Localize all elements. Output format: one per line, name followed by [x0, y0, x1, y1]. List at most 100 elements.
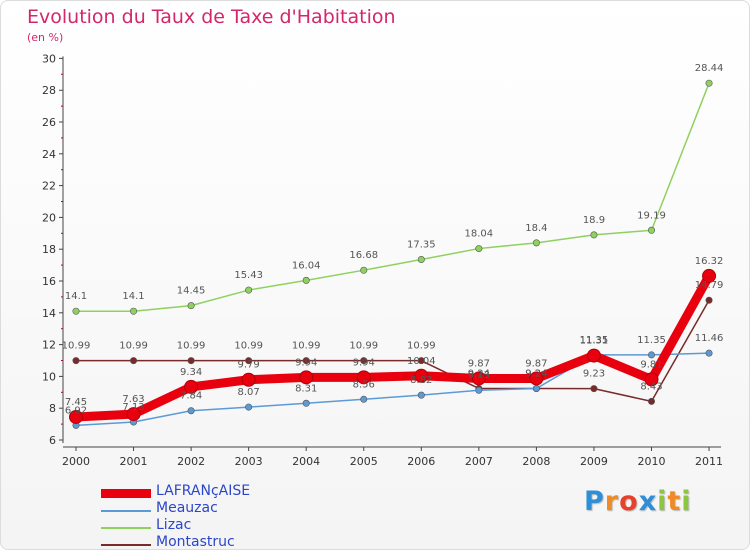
logo-letter: P: [584, 486, 605, 517]
legend-swatch: [101, 489, 151, 498]
x-tick-label: 2010: [638, 455, 666, 468]
data-point: [130, 307, 138, 315]
data-point: [241, 372, 256, 387]
x-tick-label: 2007: [465, 455, 493, 468]
data-point: [126, 407, 141, 422]
data-label: 10.99: [177, 341, 206, 352]
data-point: [299, 370, 314, 385]
y-tick-label: 10: [42, 370, 56, 383]
x-tick-label: 2011: [695, 455, 723, 468]
proxiti-logo: Proxiti: [584, 486, 692, 517]
data-label: 10.99: [234, 341, 263, 352]
data-label: 7.84: [180, 391, 202, 402]
data-label: 10.99: [119, 341, 148, 352]
data-point: [360, 395, 368, 403]
legend-label: Lizac: [156, 517, 192, 533]
data-point: [705, 349, 713, 357]
series-line-lafrançaise: [71, 271, 714, 422]
series-line-lizac: [75, 82, 710, 312]
y-tick-label: 8: [49, 402, 56, 415]
data-label: 18.9: [583, 215, 605, 226]
data-point: [302, 399, 310, 407]
y-tick-label: 16: [42, 275, 56, 288]
data-point: [130, 357, 138, 365]
data-label: 7.13: [122, 402, 144, 413]
logo-letter: o: [619, 486, 639, 517]
legend-label: Montastruc: [156, 534, 235, 550]
data-label: 16.04: [292, 260, 321, 271]
data-point: [187, 302, 195, 310]
data-point: [245, 357, 253, 365]
data-point: [245, 403, 253, 411]
data-label: 10.04: [407, 356, 436, 367]
data-point: [644, 372, 659, 387]
data-label: 9.81: [640, 359, 662, 370]
data-label: 28.44: [695, 63, 724, 74]
data-label: 10.99: [292, 341, 321, 352]
data-label: 10.99: [62, 341, 91, 352]
logo-letter: i: [657, 486, 668, 517]
x-tick-label: 2006: [407, 455, 435, 468]
logo-letter: i: [681, 486, 692, 517]
data-label: 9.87: [468, 358, 490, 369]
data-label: 14.1: [65, 291, 87, 302]
y-tick-label: 14: [42, 307, 56, 320]
data-point: [184, 379, 199, 394]
legend-swatch: [101, 544, 151, 546]
data-point: [187, 357, 195, 365]
data-point: [245, 286, 253, 294]
data-point: [417, 391, 425, 399]
data-label: 8.43: [640, 381, 662, 392]
data-point: [647, 226, 655, 234]
data-label: 14.1: [122, 291, 144, 302]
data-label: 8.07: [238, 387, 260, 398]
x-tick-label: 2002: [177, 455, 205, 468]
data-label: 14.79: [695, 280, 724, 291]
y-tick-label: 24: [42, 148, 56, 161]
data-label: 15.43: [234, 270, 263, 281]
data-label: 18.04: [465, 229, 494, 240]
data-point: [475, 245, 483, 253]
data-point: [590, 231, 598, 239]
data-label: 9.79: [238, 360, 260, 371]
x-tick-label: 2000: [62, 455, 90, 468]
series-line-montastruc: [75, 299, 710, 403]
data-point: [72, 307, 80, 315]
logo-letter: x: [638, 486, 658, 517]
legend-swatch: [101, 510, 151, 512]
line-chart: 6 8 10 12 14 16 18 20 22 24 26 28 30 2000 2001 2002 2003…: [42, 52, 724, 468]
data-point: [532, 239, 540, 247]
data-point: [532, 384, 540, 392]
data-point: [302, 357, 310, 365]
data-label: 19.19: [637, 210, 666, 221]
legend-label: Meauzac: [156, 500, 218, 516]
data-point: [475, 386, 483, 394]
data-point: [647, 397, 655, 405]
data-label: 9.24: [468, 368, 490, 379]
data-label: 9.94: [295, 357, 317, 368]
data-point: [529, 371, 544, 386]
data-label: 9.87: [525, 358, 547, 369]
data-point: [417, 357, 425, 365]
y-tick-label: 26: [42, 116, 56, 129]
data-label: 18.4: [525, 223, 547, 234]
logo-letter: t: [667, 486, 682, 517]
data-point: [417, 256, 425, 264]
y-tick-label: 18: [42, 243, 56, 256]
y-tick-label: 12: [42, 339, 56, 352]
data-point: [590, 385, 598, 393]
data-label: 8.56: [353, 379, 375, 390]
data-point: [586, 348, 601, 363]
data-label: 9.34: [180, 367, 202, 378]
data-label: 6.92: [65, 405, 87, 416]
legend-swatch: [101, 527, 151, 529]
data-label: 8.82: [410, 375, 432, 386]
data-label: 14.45: [177, 286, 206, 297]
chart-subtitle: (en %): [27, 31, 64, 44]
x-tick-label: 2005: [350, 455, 378, 468]
data-point: [360, 266, 368, 274]
logo-letter: r: [604, 486, 620, 517]
data-label: 11.31: [580, 336, 609, 347]
data-label: 10.99: [349, 341, 378, 352]
